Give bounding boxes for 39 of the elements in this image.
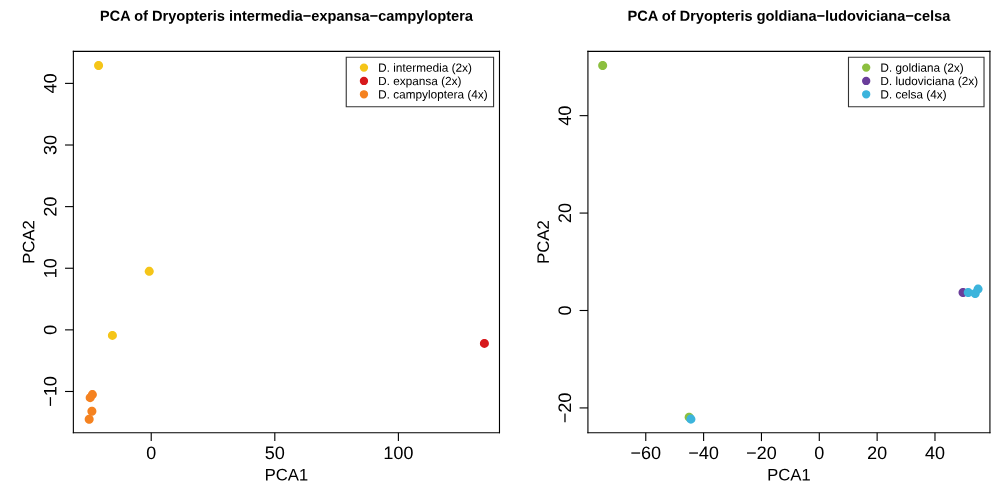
y-tick-label: 10 xyxy=(43,258,57,277)
point xyxy=(144,266,154,276)
y-tick-label: 0 xyxy=(558,306,572,315)
y-tick-label: −20 xyxy=(558,393,572,423)
y-tick-label: 0 xyxy=(43,325,57,335)
y-axis-title: PCA2 xyxy=(22,221,35,263)
x-tick-label: −60 xyxy=(631,446,661,460)
y-tick-label: −10 xyxy=(43,376,57,406)
legend-label: D. expansa (2x) xyxy=(379,76,461,88)
point xyxy=(84,414,94,424)
y-tick-label: 20 xyxy=(43,197,57,216)
y-tick-label: 20 xyxy=(558,203,572,223)
y-tick-label: 30 xyxy=(43,135,57,155)
point xyxy=(107,330,117,340)
chart-title: PCA of Dryopteris goldiana−ludoviciana−celsa xyxy=(628,10,951,24)
point xyxy=(87,406,97,416)
chart-title: PCA of Dryopteris intermedia−expansa−campyloptera xyxy=(100,10,474,24)
point xyxy=(94,61,104,71)
legend-label: D. celsa (4x) xyxy=(881,89,946,101)
x-tick-label: 100 xyxy=(384,446,413,460)
legend-label: D. intermedia (2x) xyxy=(379,63,472,75)
x-tick-label: 0 xyxy=(146,446,156,460)
x-axis-title: PCA1 xyxy=(768,468,810,481)
point xyxy=(479,338,489,348)
y-tick-label: 40 xyxy=(43,74,57,94)
x-tick-label: 40 xyxy=(925,446,945,460)
y-tick-label: 40 xyxy=(558,106,572,126)
x-tick-label: 50 xyxy=(265,446,285,460)
point xyxy=(598,60,608,70)
x-axis-title: PCA1 xyxy=(266,468,308,481)
legend-label: D. campyloptera (4x) xyxy=(379,89,487,101)
x-tick-label: 20 xyxy=(868,446,887,460)
x-tick-label: −40 xyxy=(689,446,719,460)
point xyxy=(973,284,983,294)
legend-label: D. ludoviciana (2x) xyxy=(881,76,978,88)
x-tick-label: 0 xyxy=(814,446,824,460)
legend-label: D. goldiana (2x) xyxy=(881,63,963,75)
x-tick-label: −20 xyxy=(747,446,777,460)
y-axis-title: PCA2 xyxy=(537,221,550,263)
